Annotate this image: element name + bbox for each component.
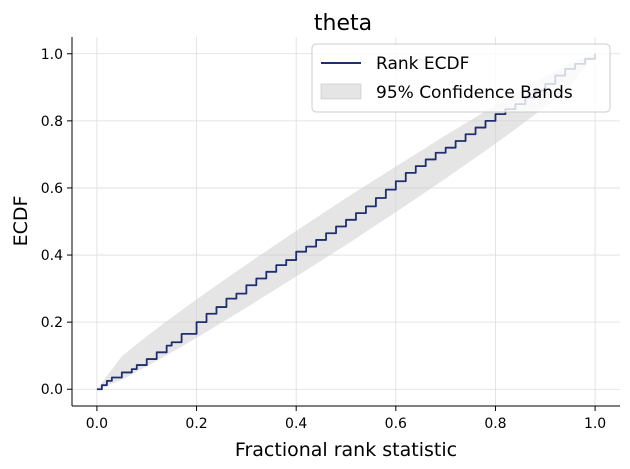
y-tick-label-4: 0.8	[41, 114, 63, 130]
x-tick-label-2: 0.4	[285, 416, 307, 432]
x-axis-ticks: 0.0 0.2 0.4 0.6 0.8 1.0	[86, 406, 606, 432]
legend: Rank ECDF 95% Confidence Bands	[311, 43, 611, 113]
x-tick-label-5: 1.0	[584, 416, 606, 432]
y-tick-label-2: 0.4	[41, 248, 63, 264]
legend-label-rank-ecdf: Rank ECDF	[376, 54, 469, 74]
y-axis-ticks: 0.0 0.2 0.4 0.6 0.8 1.0	[41, 47, 72, 398]
legend-frame	[311, 43, 611, 113]
y-tick-label-1: 0.2	[41, 315, 63, 331]
x-tick-label-1: 0.2	[185, 416, 207, 432]
y-axis-label: ECDF	[10, 196, 32, 247]
y-tick-label-5: 1.0	[41, 47, 63, 63]
legend-band-swatch	[320, 83, 362, 100]
y-tick-label-3: 0.6	[41, 181, 63, 197]
x-tick-label-3: 0.6	[385, 416, 407, 432]
x-tick-label-0: 0.0	[86, 416, 108, 432]
x-tick-label-4: 0.8	[484, 416, 506, 432]
chart-title: theta	[314, 11, 372, 36]
axes	[71, 37, 620, 407]
x-axis-label: Fractional rank statistic	[235, 439, 457, 461]
y-tick-label-0: 0.0	[41, 382, 63, 398]
legend-label-confidence-bands: 95% Confidence Bands	[376, 83, 573, 103]
